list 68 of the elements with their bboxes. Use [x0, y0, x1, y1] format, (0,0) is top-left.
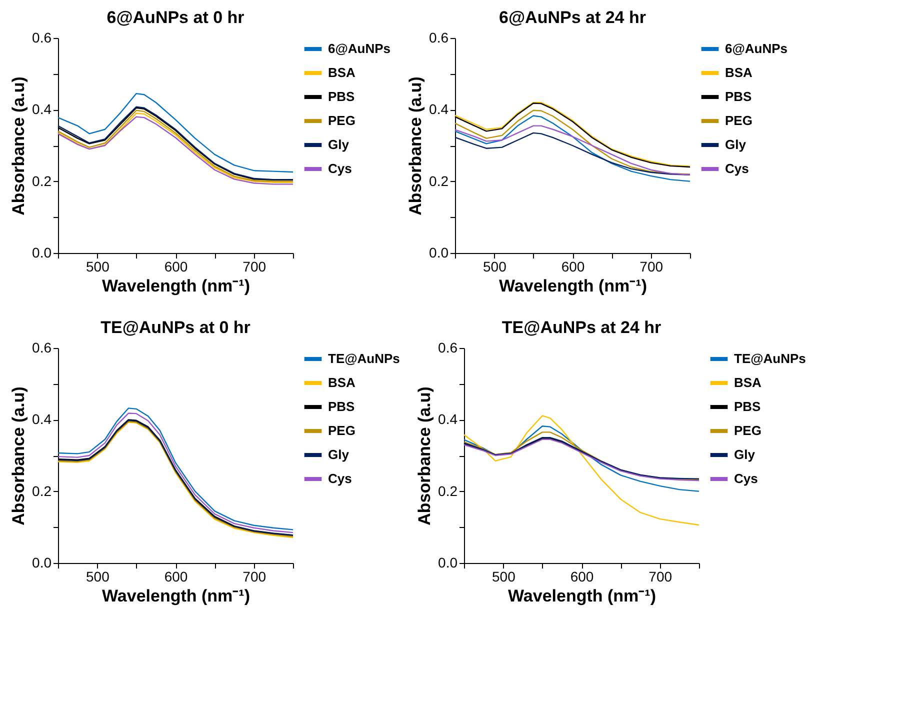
- legend-label: Cys: [734, 471, 758, 486]
- legend-label: 6@AuNPs: [328, 41, 391, 56]
- legend-label: BSA: [328, 65, 356, 80]
- legend-label: Gly: [328, 447, 350, 462]
- y-tick-label: 0.4: [32, 411, 52, 428]
- legend-label: TE@AuNPs: [734, 351, 806, 366]
- legend-label: PEG: [725, 113, 752, 128]
- line-series: [454, 110, 691, 175]
- legend-label: BSA: [725, 65, 754, 80]
- y-tick-label: 0.0: [429, 244, 449, 260]
- x-tick-label: 700: [648, 568, 672, 584]
- y-tick-label: 0.2: [438, 482, 458, 499]
- y-tick-label: 0.4: [32, 101, 52, 118]
- x-tick-label: 500: [86, 258, 110, 274]
- legend-label: Gly: [328, 137, 350, 152]
- y-tick-label: 0.0: [32, 554, 52, 570]
- x-tick-label: 600: [561, 258, 585, 274]
- x-tick-label: 500: [86, 568, 110, 584]
- y-axis-title: Absorbance (a.u): [9, 76, 28, 216]
- y-tick-label: 0.0: [438, 554, 458, 570]
- chart-title: TE@AuNPs at 0 hr: [100, 318, 251, 337]
- legend-label: 6@AuNPs: [725, 41, 788, 56]
- legend-label: Cys: [328, 161, 352, 176]
- chart-title: 6@AuNPs at 24 hr: [499, 8, 646, 27]
- x-axis-title: Wavelength (nm⁻¹): [499, 276, 647, 296]
- legend-label: PBS: [725, 89, 752, 104]
- y-tick-label: 0.4: [438, 411, 458, 428]
- y-tick-label: 0.2: [32, 172, 52, 189]
- x-tick-label: 500: [492, 568, 516, 584]
- line-series: [57, 92, 294, 173]
- y-tick-label: 0.2: [32, 482, 52, 499]
- y-axis-title: Absorbance (a.u): [406, 76, 426, 216]
- legend-label: Gly: [734, 447, 756, 462]
- legend-label: BSA: [734, 375, 762, 390]
- legend-label: PEG: [328, 423, 356, 438]
- line-series: [454, 115, 691, 182]
- x-tick-label: 600: [164, 568, 188, 584]
- legend-label: PBS: [328, 399, 356, 414]
- legend-label: Cys: [328, 471, 352, 486]
- legend-label: Gly: [725, 137, 747, 152]
- chart-title: 6@AuNPs at 0 hr: [106, 8, 245, 27]
- y-axis-title: Absorbance (a.u): [415, 386, 434, 526]
- x-axis-title: Wavelength (nm⁻¹): [102, 276, 250, 296]
- y-tick-label: 0.0: [32, 244, 52, 260]
- legend-label: PBS: [734, 399, 762, 414]
- legend-label: PBS: [328, 89, 356, 104]
- x-axis-title: Wavelength (nm⁻¹): [102, 586, 250, 606]
- y-tick-label: 0.6: [438, 340, 458, 356]
- x-tick-label: 700: [242, 258, 266, 274]
- y-tick-label: 0.6: [32, 340, 52, 356]
- chart-title: TE@AuNPs at 24 hr: [502, 318, 662, 337]
- y-tick-label: 0.4: [429, 101, 449, 118]
- x-tick-label: 700: [242, 568, 266, 584]
- x-tick-label: 600: [164, 258, 188, 274]
- y-tick-label: 0.6: [429, 30, 449, 46]
- x-axis-title: Wavelength (nm⁻¹): [508, 586, 656, 606]
- legend-label: Cys: [725, 161, 749, 176]
- x-tick-label: 600: [570, 568, 594, 584]
- x-tick-label: 700: [640, 258, 664, 274]
- x-tick-label: 500: [482, 258, 507, 274]
- legend-label: PEG: [734, 423, 762, 438]
- legend-label: BSA: [328, 375, 356, 390]
- y-tick-label: 0.2: [429, 172, 449, 189]
- line-series: [463, 415, 700, 526]
- legend-label: PEG: [328, 113, 356, 128]
- y-axis-title: Absorbance (a.u): [9, 386, 28, 526]
- legend-label: TE@AuNPs: [328, 351, 400, 366]
- y-tick-label: 0.6: [32, 30, 52, 46]
